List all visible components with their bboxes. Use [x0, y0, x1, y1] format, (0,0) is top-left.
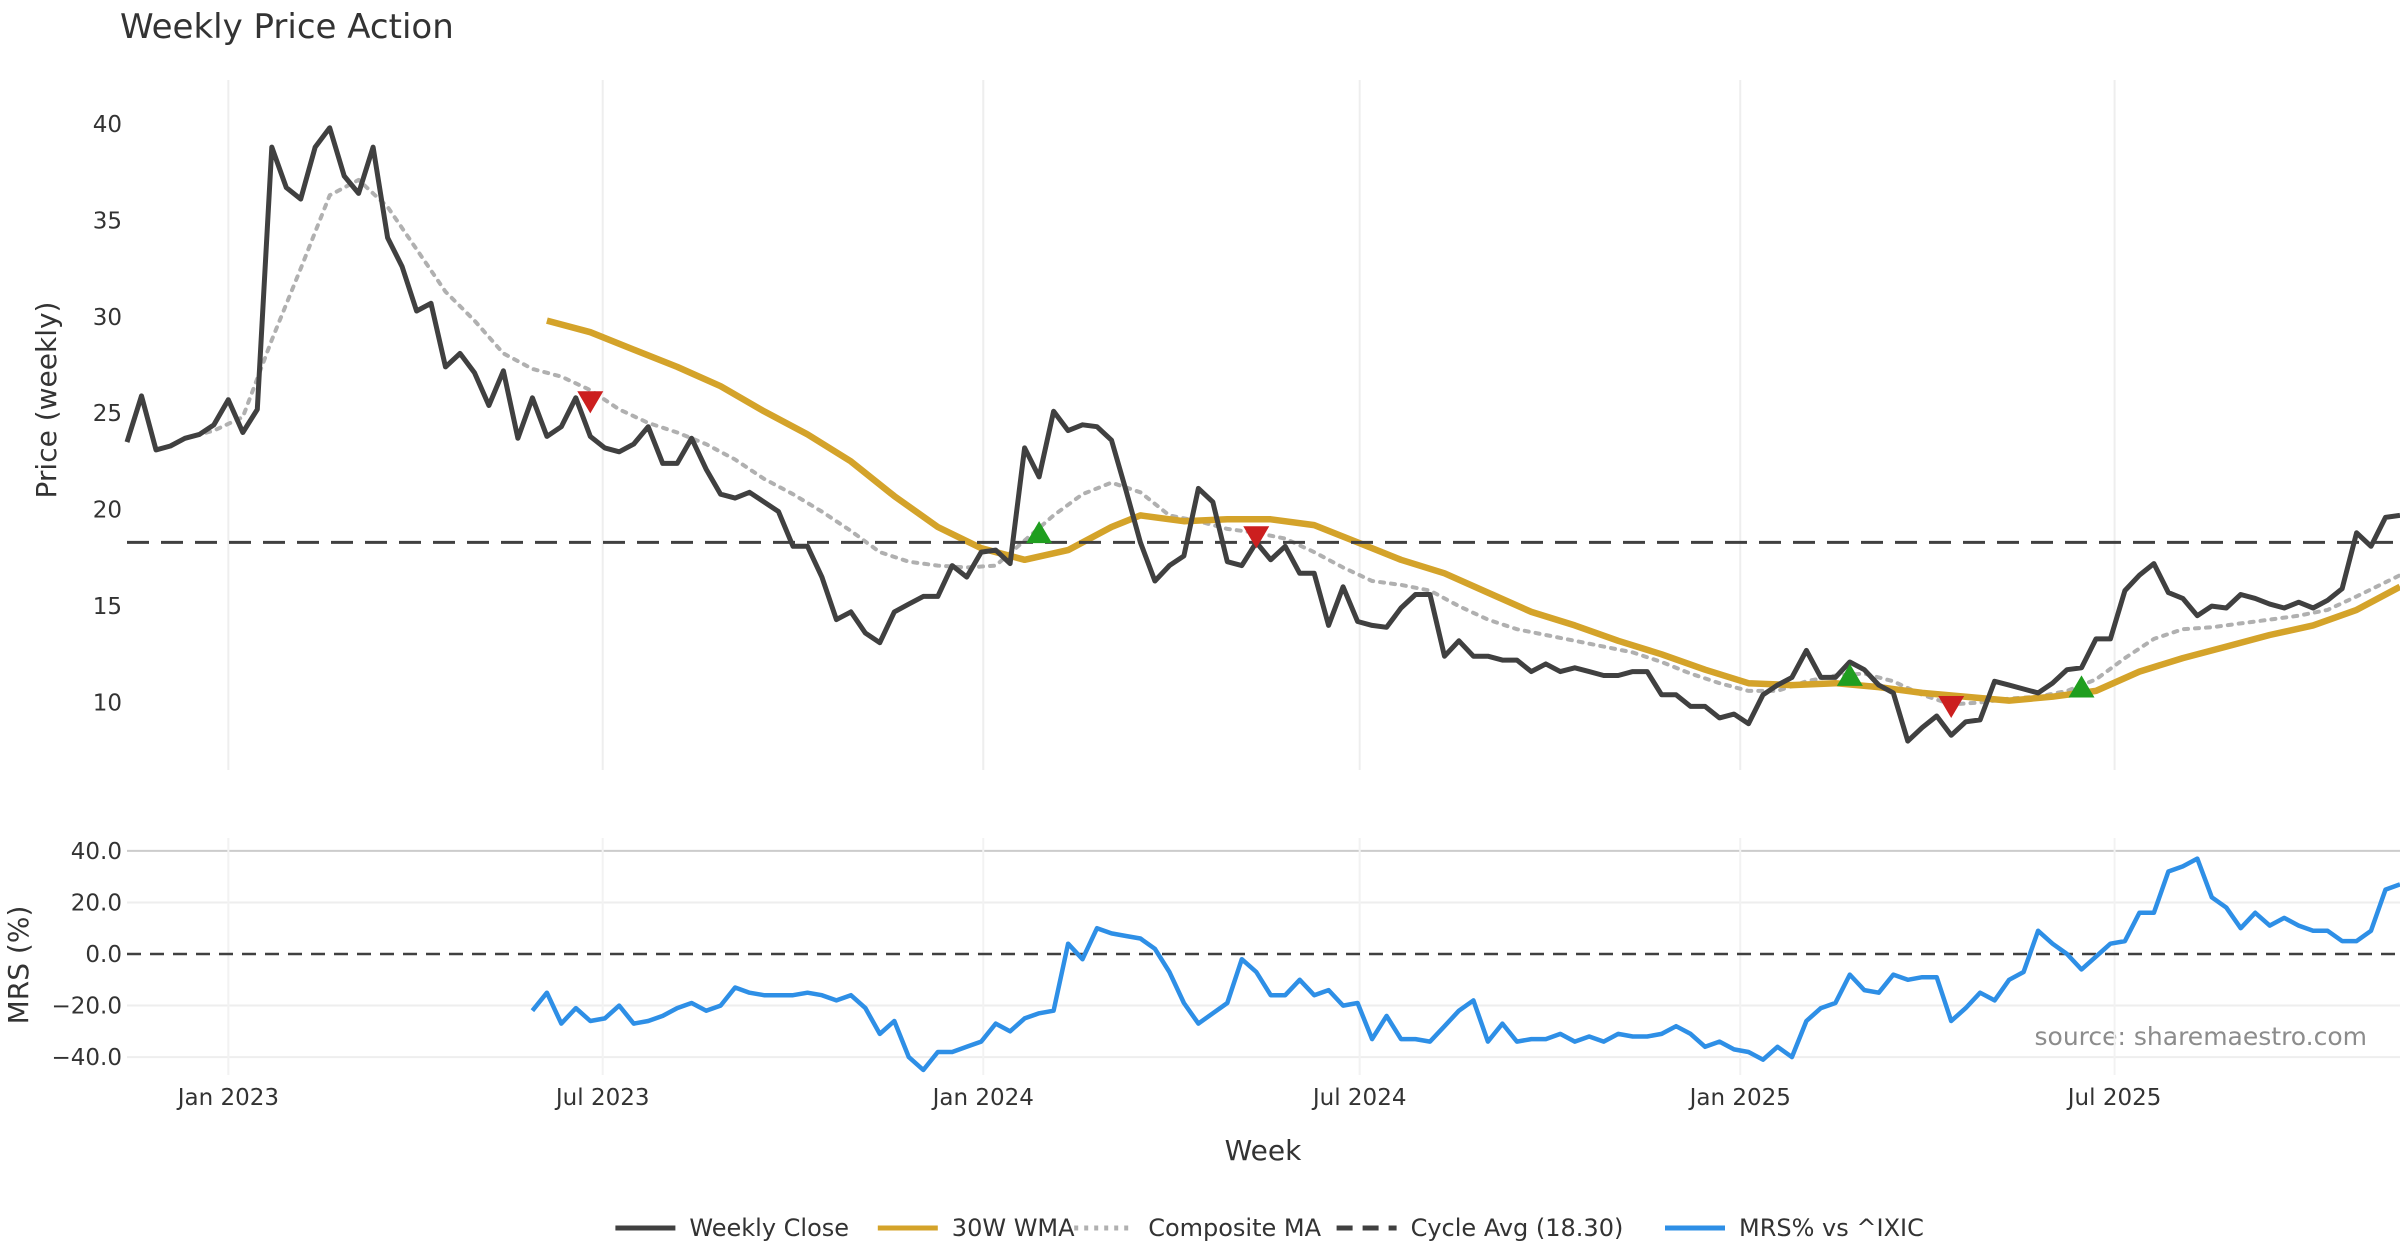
legend-item-4: MRS% vs ^IXIC — [1665, 1214, 1924, 1242]
sell-signal-marker-4 — [1938, 695, 1965, 719]
x-tick-1: Jul 2023 — [554, 1085, 650, 1111]
series-weekly-close — [124, 125, 2400, 744]
source-annotation: source: sharemaestro.com — [2035, 1022, 2368, 1051]
signal-markers — [577, 391, 2095, 719]
buy-signal-marker-3 — [1836, 663, 1863, 686]
x-tick-3: Jul 2024 — [1311, 1085, 1407, 1111]
price-y-tick-25: 25 — [93, 401, 122, 427]
mrs-series-group — [530, 856, 2400, 1073]
legend-item-2: Composite MA — [1074, 1214, 1322, 1242]
price-y-tick-15: 15 — [93, 594, 122, 620]
legend-label: Weekly Close — [689, 1214, 849, 1242]
price-y-tick-10: 10 — [93, 691, 122, 717]
mrs-y-tick-4: −40.0 — [52, 1045, 122, 1071]
mrs-y-tick-2: 0.0 — [85, 942, 122, 968]
mrs-grid: 40.0 20.0 0.0 −20.0 −40.0 — [52, 838, 2400, 1075]
price-y-tick-35: 35 — [93, 208, 122, 234]
x-tick-labels: Jan 2023 Jul 2023 Jan 2024 Jul 2024 Jan 2025… — [176, 1085, 2162, 1111]
price-grid: 10 15 20 25 30 35 40 — [93, 80, 2116, 770]
legend: Weekly Close 30W WMA Composite MA Cycle Avg… — [615, 1214, 1924, 1242]
legend-label: 30W WMA — [952, 1214, 1075, 1242]
x-tick-0: Jan 2023 — [176, 1085, 279, 1111]
sell-signal-marker-0 — [577, 391, 604, 414]
mrs-y-tick-1: 20.0 — [71, 890, 122, 916]
buy-signal-marker-1 — [1026, 521, 1053, 544]
legend-item-1: 30W WMA — [877, 1214, 1075, 1242]
mrs-y-tick-0: 40.0 — [71, 839, 122, 865]
price-series-group — [124, 125, 2400, 744]
legend-label: Cycle Avg (18.30) — [1411, 1214, 1624, 1242]
series-30w-wma — [546, 317, 2400, 704]
x-tick-2: Jan 2024 — [931, 1085, 1034, 1111]
x-tick-4: Jan 2025 — [1688, 1085, 1791, 1111]
x-tick-5: Jul 2025 — [2066, 1085, 2162, 1111]
sell-signal-marker-2 — [1243, 526, 1270, 549]
series-mrs-vs-ixic — [530, 856, 2400, 1073]
price-y-tick-20: 20 — [93, 498, 122, 524]
buy-signal-marker-5 — [2068, 675, 2095, 698]
price-y-tick-40: 40 — [93, 112, 122, 138]
mrs-y-axis-title: MRS (%) — [2, 906, 35, 1025]
legend-item-0: Weekly Close — [615, 1214, 849, 1242]
price-y-tick-30: 30 — [93, 305, 122, 331]
chart-title: Weekly Price Action — [120, 7, 454, 47]
price-y-axis-title: Price (weekly) — [30, 302, 63, 499]
legend-item-3: Cycle Avg (18.30) — [1336, 1214, 1624, 1242]
legend-label: Composite MA — [1148, 1214, 1321, 1242]
x-axis-title: Week — [1225, 1134, 1302, 1167]
legend-label: MRS% vs ^IXIC — [1739, 1214, 1924, 1242]
series-composite-ma — [182, 177, 2400, 707]
mrs-y-tick-3: −20.0 — [52, 994, 122, 1020]
